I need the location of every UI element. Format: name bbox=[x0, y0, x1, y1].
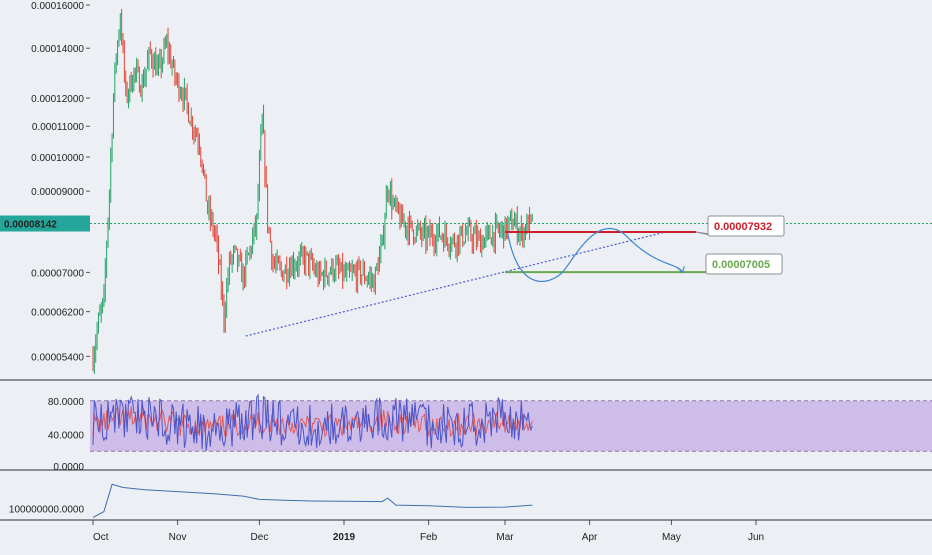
price-y-tick-label: 0.00007000 bbox=[31, 268, 84, 279]
rsi-y-tick-label: 40.0000 bbox=[48, 430, 85, 441]
x-tick-label: May bbox=[662, 532, 681, 543]
rsi-signal-line bbox=[92, 406, 533, 439]
resistance-callout[interactable]: 0.00007932 bbox=[695, 215, 785, 237]
x-tick-label: Jun bbox=[748, 532, 764, 543]
resistance-callout-box bbox=[707, 215, 785, 237]
current-price-label: 0.00008142 bbox=[4, 220, 57, 231]
current-price-tag-box bbox=[0, 215, 90, 232]
support-callout-text: 0.00007005 bbox=[712, 259, 770, 271]
price-y-tick-label: 0.00009000 bbox=[31, 187, 84, 198]
obv-y-tick-label: 100000000.0000 bbox=[9, 504, 85, 515]
rsi-y-tick-label: 80.0000 bbox=[48, 397, 85, 408]
obv-line bbox=[92, 483, 533, 518]
rsi-line bbox=[92, 393, 533, 451]
current-price-tag: 0.00008142 bbox=[0, 215, 90, 232]
support-trendline bbox=[245, 230, 669, 337]
x-tick-label: Feb bbox=[420, 532, 438, 543]
x-tick-label: 2019 bbox=[333, 532, 356, 543]
price-y-axis: 0.00016000 0.00014000 0.00012000 0.00011000… bbox=[31, 1, 90, 363]
price-candles bbox=[92, 8, 533, 374]
price-y-tick-label: 0.00005400 bbox=[31, 352, 84, 363]
support-callout-box bbox=[705, 253, 783, 275]
price-y-tick-label: 0.00010000 bbox=[31, 153, 84, 164]
x-tick-label: Oct bbox=[93, 532, 109, 543]
price-y-tick-label: 0.00014000 bbox=[31, 44, 84, 55]
x-tick-label: Apr bbox=[582, 532, 598, 543]
rsi-y-axis: 80.0000 40.0000 0.0000 bbox=[48, 397, 85, 473]
price-y-tick-label: 0.00011000 bbox=[32, 122, 85, 133]
price-y-tick-label: 0.00016000 bbox=[31, 1, 84, 12]
x-tick-label: Mar bbox=[496, 532, 514, 543]
resistance-callout-text: 0.00007932 bbox=[714, 221, 772, 233]
x-tick-label: Nov bbox=[169, 532, 187, 543]
projection-arrow-icon bbox=[676, 266, 685, 274]
x-tick-label: Dec bbox=[251, 532, 269, 543]
time-x-axis: Oct Nov Dec 2019 Feb Mar Apr May Jun bbox=[92, 520, 764, 543]
rsi-y-tick-label: 0.0000 bbox=[53, 462, 84, 473]
projection-curve bbox=[507, 228, 683, 282]
price-y-tick-label: 0.00012000 bbox=[31, 94, 84, 105]
price-y-tick-label: 0.00006200 bbox=[31, 308, 84, 319]
support-callout[interactable]: 0.00007005 bbox=[705, 253, 783, 275]
obv-y-axis: 100000000.0000 bbox=[9, 504, 85, 515]
